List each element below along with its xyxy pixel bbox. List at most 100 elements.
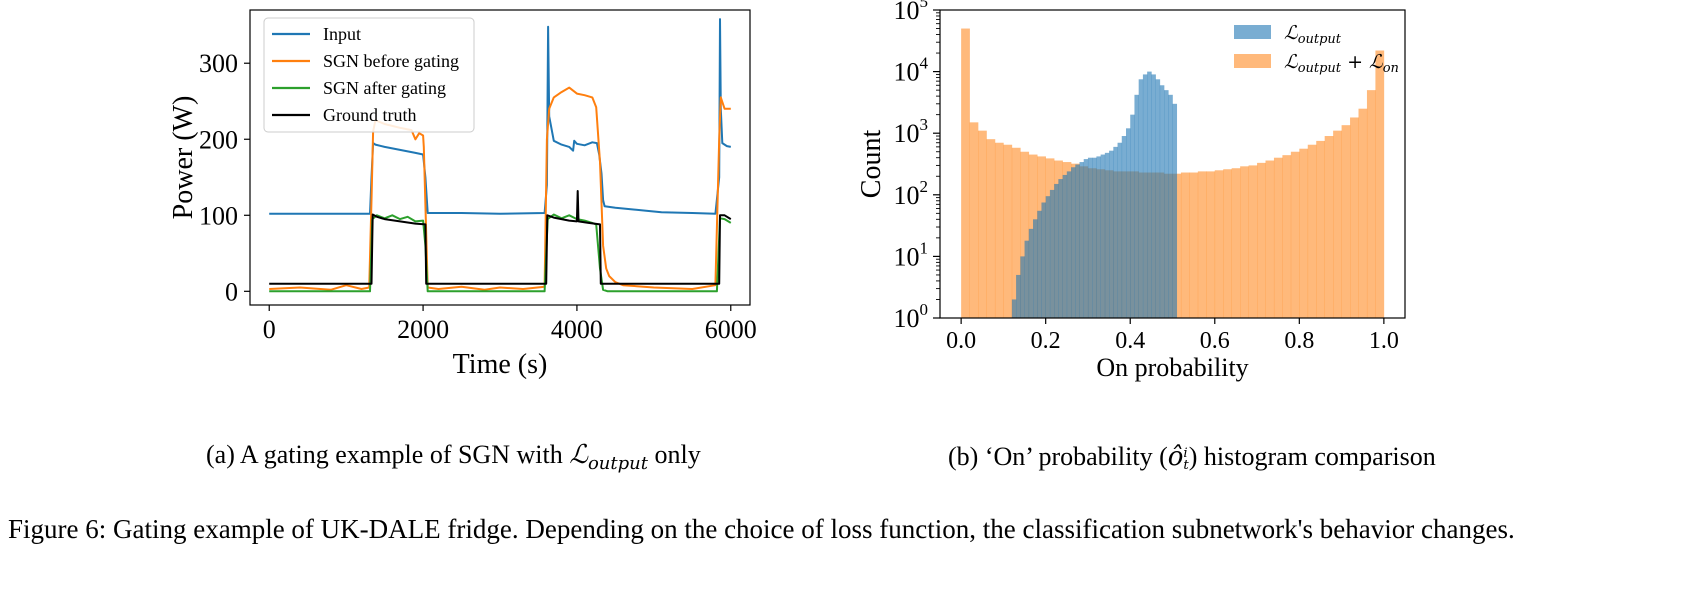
x-tick-label-3: 6000 (705, 315, 757, 344)
y-tick-label-1: 100 (199, 201, 238, 230)
histogram-bar (1307, 144, 1317, 318)
histogram-bar (1151, 74, 1156, 318)
histogram-bar (1333, 130, 1342, 318)
histogram-bar (1138, 79, 1144, 318)
subfigure-b-caption-math-sup: i (1183, 446, 1188, 462)
y-tick-label-5: 105 (894, 0, 929, 25)
histogram-bar (1071, 167, 1076, 318)
histogram-bar (1033, 219, 1038, 318)
x-tick-label-1: 2000 (397, 315, 449, 344)
histogram-bar (1273, 157, 1283, 318)
histogram-bar (1316, 140, 1325, 318)
y-tick-label-3: 300 (199, 49, 238, 78)
histogram-bar (1058, 179, 1063, 318)
y-tick-label-2: 102 (894, 177, 929, 210)
histogram-bar (1172, 103, 1178, 318)
x-tick-label-5: 1.0 (1369, 328, 1399, 354)
legend-label-2: ℒoutput + ℒon (1284, 51, 1399, 76)
histogram-bar (1011, 299, 1017, 318)
histogram-bar (1358, 108, 1368, 318)
chart-b: 0.0 0.2 0.4 0.6 0.8 1.0 100 101 102 103 104 105 On p… (856, 0, 1406, 382)
histogram-bar (1020, 151, 1030, 318)
chart-a-frame (249, 9, 751, 306)
x-tick-label-4: 0.8 (1284, 328, 1314, 354)
legend: ℒoutput ℒoutput + ℒon (1234, 22, 1399, 76)
histogram-bar (1159, 85, 1165, 319)
series-line-1 (269, 18, 732, 215)
y-tick-label-0: 0 (225, 277, 238, 306)
histogram-bar (1121, 136, 1127, 318)
y-tick-label-4: 104 (894, 54, 929, 87)
histogram-bar (994, 142, 1004, 318)
y-tick-label-0: 100 (894, 300, 929, 333)
legend-box (263, 17, 475, 133)
y-tick-label-1: 101 (894, 238, 929, 271)
histogram-bar (1049, 189, 1055, 318)
legend-label-2: SGN before gating (323, 51, 459, 71)
x-axis-label: Time (s) (453, 349, 548, 380)
histogram-bar (1299, 148, 1309, 318)
histogram-bar (1028, 228, 1034, 318)
histogram-bar (1109, 150, 1114, 318)
legend-swatch-1 (1234, 25, 1271, 39)
y-axis-label: Count (856, 130, 887, 199)
histogram-bar (1113, 146, 1118, 318)
histogram-bar (1117, 142, 1123, 318)
histogram-bar (1016, 274, 1021, 318)
histogram-bar (1024, 240, 1030, 318)
histogram-bar (1240, 166, 1249, 318)
y-tick-label-2: 200 (199, 125, 238, 154)
histogram-bar (1083, 159, 1089, 318)
histogram-bar (1155, 79, 1161, 318)
histogram-bar (1164, 90, 1169, 318)
histogram-bar (1341, 125, 1351, 318)
x-tick-label-2: 0.4 (1115, 328, 1145, 354)
chart-b-frame (939, 9, 1406, 319)
histogram-bar (1066, 171, 1072, 318)
histogram-bar (1231, 168, 1241, 318)
histogram-bar (1003, 144, 1013, 318)
legend-label-4: Ground truth (323, 105, 417, 125)
histogram-bar (1104, 152, 1110, 318)
histogram-bar (1096, 156, 1101, 318)
histogram-bar (1126, 128, 1131, 318)
x-tick-label-1: 0.2 (1031, 328, 1061, 354)
histogram-bar (1092, 157, 1097, 318)
histogram-bar (1062, 174, 1068, 318)
histogram-bar (1075, 164, 1080, 318)
histogram-bar (1248, 165, 1258, 318)
histogram-bar (1282, 155, 1292, 318)
series-line-4 (269, 190, 732, 285)
legend-label-1: ℒoutput (1284, 22, 1342, 47)
histogram-bar (1054, 183, 1059, 318)
x-tick-label-2: 4000 (551, 315, 603, 344)
histogram-bar (1045, 196, 1051, 318)
subfigure-a-caption: (a) A gating example of SGN with ℒoutput… (206, 440, 701, 474)
legend-swatch-2 (1234, 54, 1271, 68)
histogram-bar (1134, 94, 1139, 318)
x-tick-label-3: 0.6 (1200, 328, 1230, 354)
legend-label-1: Input (323, 24, 361, 44)
y-axis-label: Power (W) (168, 96, 199, 220)
histogram-bar (969, 122, 979, 318)
subfigure-a-caption-prefix: (a) A gating example of SGN with (206, 440, 570, 469)
legend-label-3: SGN after gating (323, 78, 446, 98)
histogram-bar (1079, 162, 1085, 318)
histogram-bar (1206, 171, 1216, 318)
histogram-bar (1257, 162, 1266, 318)
histogram-bar (1375, 50, 1385, 318)
histogram-bar (1324, 136, 1334, 318)
histogram-bar (1100, 154, 1106, 318)
subfigure-b-caption-math-sub: t (1183, 458, 1189, 473)
histogram-bar (1350, 117, 1359, 318)
histogram-bar (1214, 170, 1224, 318)
histogram-bar (1037, 210, 1042, 318)
histogram-bar (1290, 151, 1300, 318)
histogram-bar (1197, 171, 1207, 318)
figure-caption: Figure 6: Gating example of UK-DALE frid… (8, 514, 1515, 544)
histogram-bar (1223, 169, 1232, 318)
chart-a: 0 2000 4000 6000 0 100 200 300 Time (s) Power (W)… (168, 9, 757, 380)
x-axis-label: On probability (1096, 353, 1248, 382)
subfigure-a-caption-suffix: only (647, 440, 701, 469)
